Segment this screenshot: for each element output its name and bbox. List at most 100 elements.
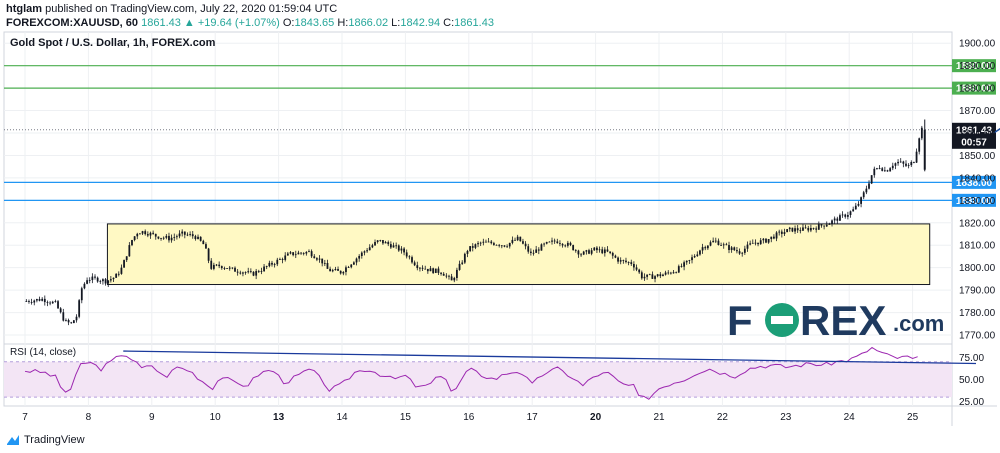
candle-body [556, 241, 559, 244]
candle-body [57, 301, 59, 309]
candle-body [268, 262, 271, 267]
published-text: published on TradingView.com, July 22, 2… [45, 3, 338, 15]
candle-body [75, 316, 78, 321]
candle-body [669, 272, 672, 274]
tradingview-brand[interactable]: TradingView [24, 434, 85, 446]
symbol-label: FOREXCOM:XAUUSD, 60 [6, 17, 139, 29]
candle-body [413, 262, 416, 266]
rsi-line [24, 346, 918, 400]
candle-body [173, 237, 176, 238]
candle-body [308, 251, 310, 252]
candle-body [508, 242, 511, 247]
candle-body [640, 272, 643, 279]
rsi-tick-label: 25.00 [959, 397, 984, 408]
y-tick-label: 1770.00 [959, 331, 996, 342]
candle-body [743, 248, 746, 253]
candle-body [759, 240, 762, 245]
candle-body [514, 239, 516, 241]
candle-body [574, 250, 577, 251]
candle-body [408, 256, 411, 258]
candle-body [102, 279, 104, 282]
candle-body [876, 168, 878, 169]
candle-body [915, 151, 918, 163]
candle-body [445, 275, 448, 277]
level-tag-label: 1838.00 [956, 178, 993, 189]
range-box-layer [106, 223, 931, 286]
rsi-trendline [123, 350, 977, 365]
candle-body [635, 267, 638, 270]
x-tick-label: 21 [653, 412, 665, 423]
candle-body [363, 251, 366, 253]
candle-body [305, 251, 308, 254]
candle-body [622, 260, 625, 261]
candle-body [403, 248, 405, 253]
candle-body [252, 271, 255, 276]
level-tag-bg [952, 175, 996, 189]
logo-o-icon [765, 303, 799, 337]
candle-body [281, 259, 284, 260]
candle-body [212, 264, 215, 269]
tradingview-logo-icon[interactable] [6, 434, 20, 446]
candle-body [619, 260, 622, 262]
candle-body [379, 240, 382, 241]
candle-body [442, 273, 445, 276]
author-name[interactable]: htglam [6, 3, 43, 15]
candle-body [342, 272, 345, 274]
candle-body [30, 301, 33, 303]
candle-body [625, 260, 627, 263]
candle-body [109, 279, 112, 281]
candle-body [133, 236, 136, 241]
candle-body [717, 240, 720, 246]
candle-body [762, 238, 765, 241]
candle-body [350, 264, 353, 268]
candle-body [677, 266, 680, 273]
candle-body [239, 272, 242, 274]
candle-body [194, 236, 197, 239]
candle-body [207, 248, 210, 261]
x-tick-label: 23 [780, 412, 792, 423]
candle-body [405, 252, 408, 257]
candle-body [780, 231, 783, 234]
candle-body [263, 266, 265, 272]
candle-body [162, 237, 165, 239]
candle-body [25, 301, 28, 302]
candle-body [839, 215, 841, 221]
candle-body [458, 263, 461, 270]
candle-body [551, 240, 553, 242]
candle-body [437, 268, 440, 273]
candle-body [741, 252, 744, 254]
chart-title: Gold Spot / U.S. Dollar, 1h, FOREX.com [10, 37, 216, 49]
candle-body [104, 279, 107, 284]
candle-body [181, 231, 184, 234]
candle-body [276, 259, 279, 265]
candle-body [529, 251, 532, 253]
x-tick-label: 22 [717, 412, 729, 423]
main-pane[interactable] [3, 31, 953, 345]
candle-body [360, 252, 363, 257]
candle-body [123, 260, 125, 268]
candle-body [860, 197, 862, 204]
candle-body [46, 302, 49, 303]
candle-body [881, 168, 884, 171]
candle-body [873, 168, 876, 176]
y-tick-label: 1810.00 [959, 241, 996, 252]
x-tick-label: 7 [22, 412, 28, 423]
candle-body [479, 242, 482, 244]
candle-body [569, 242, 572, 246]
candle-body [395, 245, 398, 247]
candle-body [630, 262, 633, 265]
candle-body [178, 233, 181, 237]
candle-body [62, 312, 65, 321]
candle-body [807, 227, 810, 231]
candle-body [894, 163, 897, 166]
candle-body [339, 270, 342, 274]
last-price-tag-bg [952, 122, 996, 149]
candle-body [693, 256, 696, 258]
candle-body [334, 269, 337, 271]
candle-body [765, 238, 767, 243]
candle-body [778, 231, 781, 233]
candle-body [675, 272, 678, 274]
candle-body [751, 242, 754, 244]
